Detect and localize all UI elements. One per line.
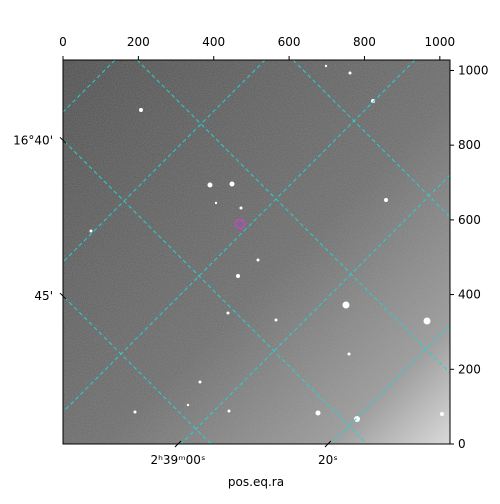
dec-grid-line	[63, 139, 368, 444]
dec-tick	[59, 136, 67, 144]
y-tick-label: 800	[458, 138, 481, 152]
dec-tick-label: 16°40'	[13, 133, 53, 147]
sky-image	[63, 60, 450, 444]
y-tick-label: 200	[458, 362, 481, 376]
x-tick-label: 0	[59, 35, 67, 49]
y-tick-label: 0	[458, 437, 466, 451]
y-tick-label: 1000	[458, 63, 489, 77]
coordinate-grid	[63, 60, 450, 444]
dec-tick-label: 45'	[34, 289, 53, 303]
x-tick-label: 200	[127, 35, 150, 49]
x-tick-label: 800	[353, 35, 376, 49]
dec-tick	[59, 292, 67, 300]
x-tick-label: 600	[278, 35, 301, 49]
x-tick-label: 1000	[425, 35, 456, 49]
target-marker	[234, 218, 246, 230]
ra-tick-label: 20ˢ	[318, 453, 338, 467]
ra-tick	[174, 440, 182, 448]
axes-frame	[62, 59, 451, 445]
dec-grid-line	[63, 295, 212, 444]
image-noise	[63, 60, 450, 444]
stars	[89, 64, 444, 422]
ra-grid-line	[330, 324, 450, 444]
x-axis-label: pos.eq.ra	[228, 475, 284, 489]
ra-tick-label: 2ʰ39ᵐ00ˢ	[150, 453, 205, 467]
x-tick-label: 400	[202, 35, 225, 49]
y-tick-label: 400	[458, 288, 481, 302]
ra-grid-line	[180, 174, 450, 444]
ra-tick	[324, 440, 332, 448]
y-tick-label: 600	[458, 213, 481, 227]
